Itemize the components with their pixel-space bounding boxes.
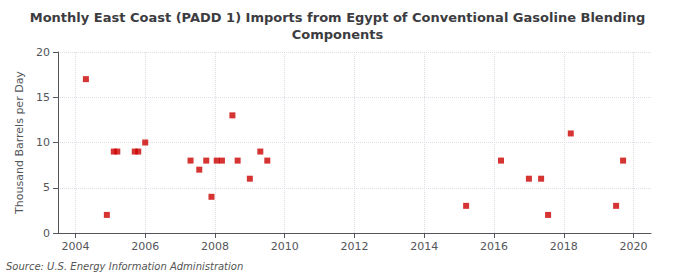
svg-text:2004: 2004	[61, 240, 89, 253]
svg-text:15: 15	[36, 91, 50, 104]
svg-text:Thousand Barrels per Day: Thousand Barrels per Day	[13, 71, 26, 215]
svg-text:2018: 2018	[550, 240, 578, 253]
svg-text:2014: 2014	[410, 240, 438, 253]
svg-text:2020: 2020	[620, 240, 648, 253]
svg-text:2008: 2008	[201, 240, 229, 253]
svg-text:2010: 2010	[271, 240, 299, 253]
svg-text:2016: 2016	[480, 240, 508, 253]
svg-text:20: 20	[36, 46, 50, 59]
svg-text:Source: U.S. Energy Informatio: Source: U.S. Energy Information Administ…	[6, 261, 243, 272]
svg-text:2006: 2006	[131, 240, 159, 253]
svg-text:5: 5	[43, 181, 50, 194]
svg-text:0: 0	[43, 227, 50, 240]
svg-text:Components: Components	[292, 27, 384, 42]
svg-text:10: 10	[36, 136, 50, 149]
svg-text:Monthly East Coast (PADD 1) Im: Monthly East Coast (PADD 1) Imports from…	[30, 10, 646, 25]
svg-text:2012: 2012	[341, 240, 369, 253]
